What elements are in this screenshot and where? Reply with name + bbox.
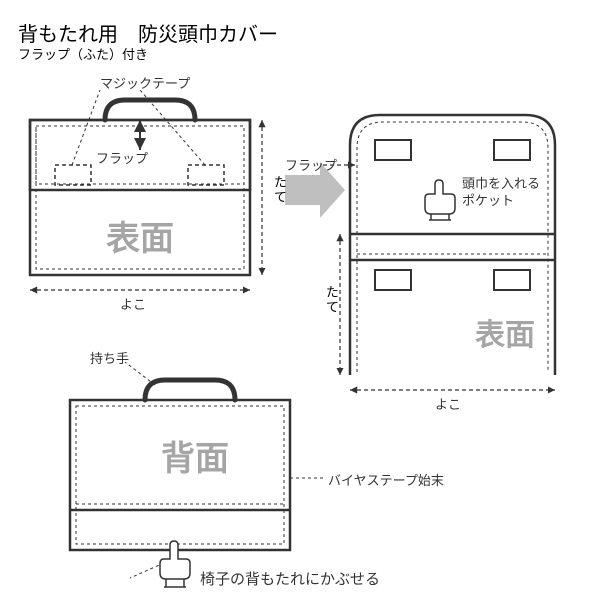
label-bias-tape: バイヤステープ始末 <box>328 470 444 489</box>
front-surface-text: 表面 <box>106 220 174 258</box>
label-chair: 椅子の背もたれにかぶせる <box>200 568 380 589</box>
diagram-svg: 表面 <box>0 0 600 600</box>
back-label-text: 背面 <box>161 440 229 478</box>
diagram-back: 背面 <box>70 362 325 587</box>
label-flap2: フラップ <box>285 155 337 174</box>
label-magic-tape: マジックテープ <box>100 73 190 92</box>
label-pocket: 頭巾を入れる ポケット <box>462 176 540 210</box>
diagram-open: 表面 <box>323 115 555 390</box>
open-surface-text: 表面 <box>475 319 535 352</box>
label-tate2: たて <box>322 285 341 315</box>
label-tate: たて <box>270 175 289 205</box>
label-flap: フラップ <box>96 148 148 167</box>
label-handle: 持ち手 <box>90 348 129 367</box>
diagram-front: 表面 <box>30 90 262 290</box>
label-yoko2: よこ <box>435 394 461 413</box>
label-yoko: よこ <box>120 294 146 313</box>
